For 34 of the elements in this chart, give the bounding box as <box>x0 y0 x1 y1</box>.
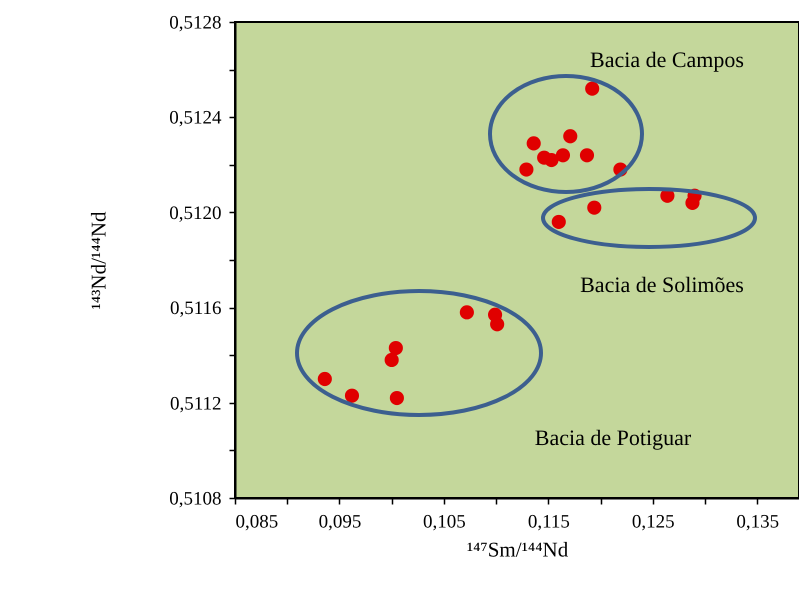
y-tick-label: 0,5128 <box>169 12 222 34</box>
point <box>460 305 474 320</box>
point <box>390 390 404 406</box>
point <box>556 148 570 162</box>
point <box>580 148 594 162</box>
y-tick-label: 0,5112 <box>170 393 222 414</box>
annotation: Bacia de Campos <box>590 47 744 72</box>
x-tick-label: 0,115 <box>528 512 570 532</box>
x-tick-label: 0,105 <box>423 512 466 532</box>
y-tick-label: 0,5116 <box>170 298 222 320</box>
point <box>552 214 566 229</box>
point <box>519 162 534 177</box>
point <box>318 372 332 386</box>
annotation: Bacia de Solimões <box>580 272 744 297</box>
y-tick-label: 0,5124 <box>169 108 222 129</box>
point <box>685 196 700 210</box>
x-tick-label: 0,095 <box>318 512 362 532</box>
point <box>384 352 399 368</box>
x-tick-label: 0,085 <box>236 512 278 532</box>
point <box>388 341 403 356</box>
x-tick-label: 0,135 <box>736 512 780 532</box>
x-tick-label: 0,125 <box>632 512 675 532</box>
point <box>585 82 600 96</box>
y-tick-label: 0,5120 <box>169 202 222 224</box>
y-axis-title: ¹⁴³Nd/¹⁴⁴Nd <box>86 211 110 310</box>
point <box>344 388 360 403</box>
point <box>490 317 504 332</box>
point <box>544 152 559 168</box>
point <box>587 200 602 215</box>
annotation: Bacia de Potiguar <box>534 425 692 450</box>
y-tick-label: 0,5108 <box>169 488 222 510</box>
x-axis-title: ¹⁴⁷Sm/¹⁴⁴Nd <box>466 538 569 562</box>
point <box>563 129 578 144</box>
point <box>526 136 541 150</box>
